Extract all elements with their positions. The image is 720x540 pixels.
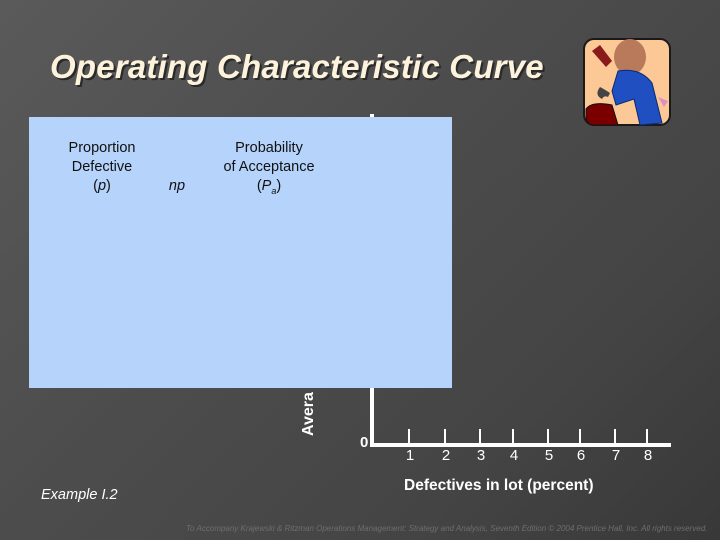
x-tick-label: 5 — [544, 447, 554, 464]
header-subscript-a: a — [271, 185, 277, 196]
x-tick-label: 7 — [611, 447, 621, 464]
tick-mark — [512, 429, 514, 443]
header-text: of Acceptance — [223, 159, 315, 175]
header-text: Defective — [71, 159, 133, 175]
tick-mark — [408, 429, 410, 443]
y-axis-label: Avera — [300, 392, 317, 436]
tick-mark — [579, 429, 581, 443]
tick-mark — [479, 429, 481, 443]
x-axis-label: Defectives in lot (percent) — [404, 477, 594, 494]
y-axis-zero-label: 0 — [360, 434, 369, 451]
x-tick-label: 6 — [576, 447, 586, 464]
header-proportion-defective: Proportion Defective (p) — [47, 139, 157, 196]
tick-mark — [547, 429, 549, 443]
example-label: Example I.2 — [41, 487, 118, 503]
header-symbol-P: P — [261, 178, 272, 194]
header-symbol: (p) — [93, 178, 111, 194]
x-tick-label: 1 — [405, 447, 415, 464]
oc-table-panel: Proportion Defective (p) np Probability … — [29, 117, 452, 388]
header-text: Probability — [235, 140, 303, 156]
header-symbol-p: p — [97, 178, 107, 194]
header-symbol: (Pa) — [256, 178, 282, 196]
header-np: np — [168, 178, 186, 194]
x-tick-label: 2 — [441, 447, 451, 464]
tick-mark — [646, 429, 648, 443]
x-axis-line — [370, 443, 671, 447]
header-probability-acceptance: Probability of Acceptance (Pa) — [204, 139, 334, 201]
copyright-footer: To Accompany Krajewski & Ritzman Operati… — [186, 524, 708, 533]
header-text: Proportion — [68, 140, 136, 156]
x-tick-label: 4 — [509, 447, 519, 464]
tick-mark — [444, 429, 446, 443]
x-tick-label: 8 — [643, 447, 653, 464]
slide-title: Operating Characteristic Curve — [50, 48, 544, 85]
tick-mark — [614, 429, 616, 443]
mechanic-with-wrench-icon — [583, 38, 671, 126]
x-tick-label: 3 — [476, 447, 486, 464]
